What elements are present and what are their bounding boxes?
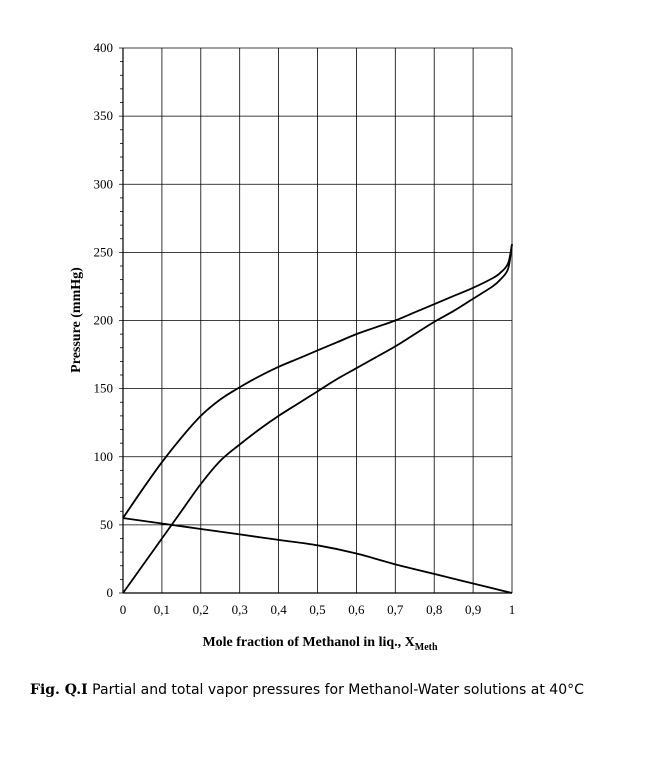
x-tick-label: 0,8 [426, 602, 442, 617]
y-axis-title: Pressure (mmHg) [69, 267, 84, 373]
y-tick-label: 150 [94, 381, 114, 396]
y-tick-label: 400 [94, 40, 114, 55]
vapor-pressure-chart: 0 0,1 0,2 0,3 0,4 0,5 0,6 0,7 0,8 0,9 1 0 50 100 150 2… [69, 40, 516, 650]
y-tick-label: 300 [94, 176, 114, 191]
x-tick-labels: 0 0,1 0,2 0,3 0,4 0,5 0,6 0,7 0,8 0,9 1 [120, 602, 516, 617]
figure-caption: Fig. Q.I Partial and total vapor pressur… [30, 676, 630, 704]
x-axis-title-main: Mole fraction of Methanol in liq., X [202, 635, 414, 650]
caption-label: Fig. Q.I [30, 682, 88, 698]
series-line-1 [122, 244, 513, 519]
x-tick-label: 1 [509, 602, 516, 617]
series-line-2 [122, 244, 513, 594]
x-tick-label: 0,3 [232, 602, 248, 617]
x-tick-label: 0,7 [387, 602, 404, 617]
x-tick-label: 0,4 [270, 602, 287, 617]
x-tick-label: 0 [120, 602, 127, 617]
series-lines [122, 244, 513, 594]
grid [119, 47, 513, 594]
x-tick-label: 0,1 [154, 602, 170, 617]
x-tick-label: 0,6 [348, 602, 365, 617]
y-tick-label: 200 [94, 313, 114, 328]
x-axis-title: Mole fraction of Methanol in liq., XMeth [202, 635, 438, 650]
y-tick-label: 50 [100, 517, 113, 532]
y-tick-label: 250 [94, 244, 114, 259]
y-tick-label: 0 [107, 585, 114, 600]
x-tick-label: 0,5 [309, 602, 325, 617]
minor-ticks [120, 61, 123, 580]
y-tick-label: 350 [94, 108, 114, 123]
x-axis-title-subscript: Meth [415, 642, 438, 650]
series-line-3 [122, 517, 513, 594]
caption-text: Partial and total vapor pressures for Me… [92, 682, 584, 698]
y-tick-labels: 0 50 100 150 200 250 300 350 400 [94, 40, 114, 600]
y-tick-label: 100 [94, 449, 114, 464]
x-tick-label: 0,9 [465, 602, 481, 617]
x-tick-label: 0,2 [193, 602, 209, 617]
